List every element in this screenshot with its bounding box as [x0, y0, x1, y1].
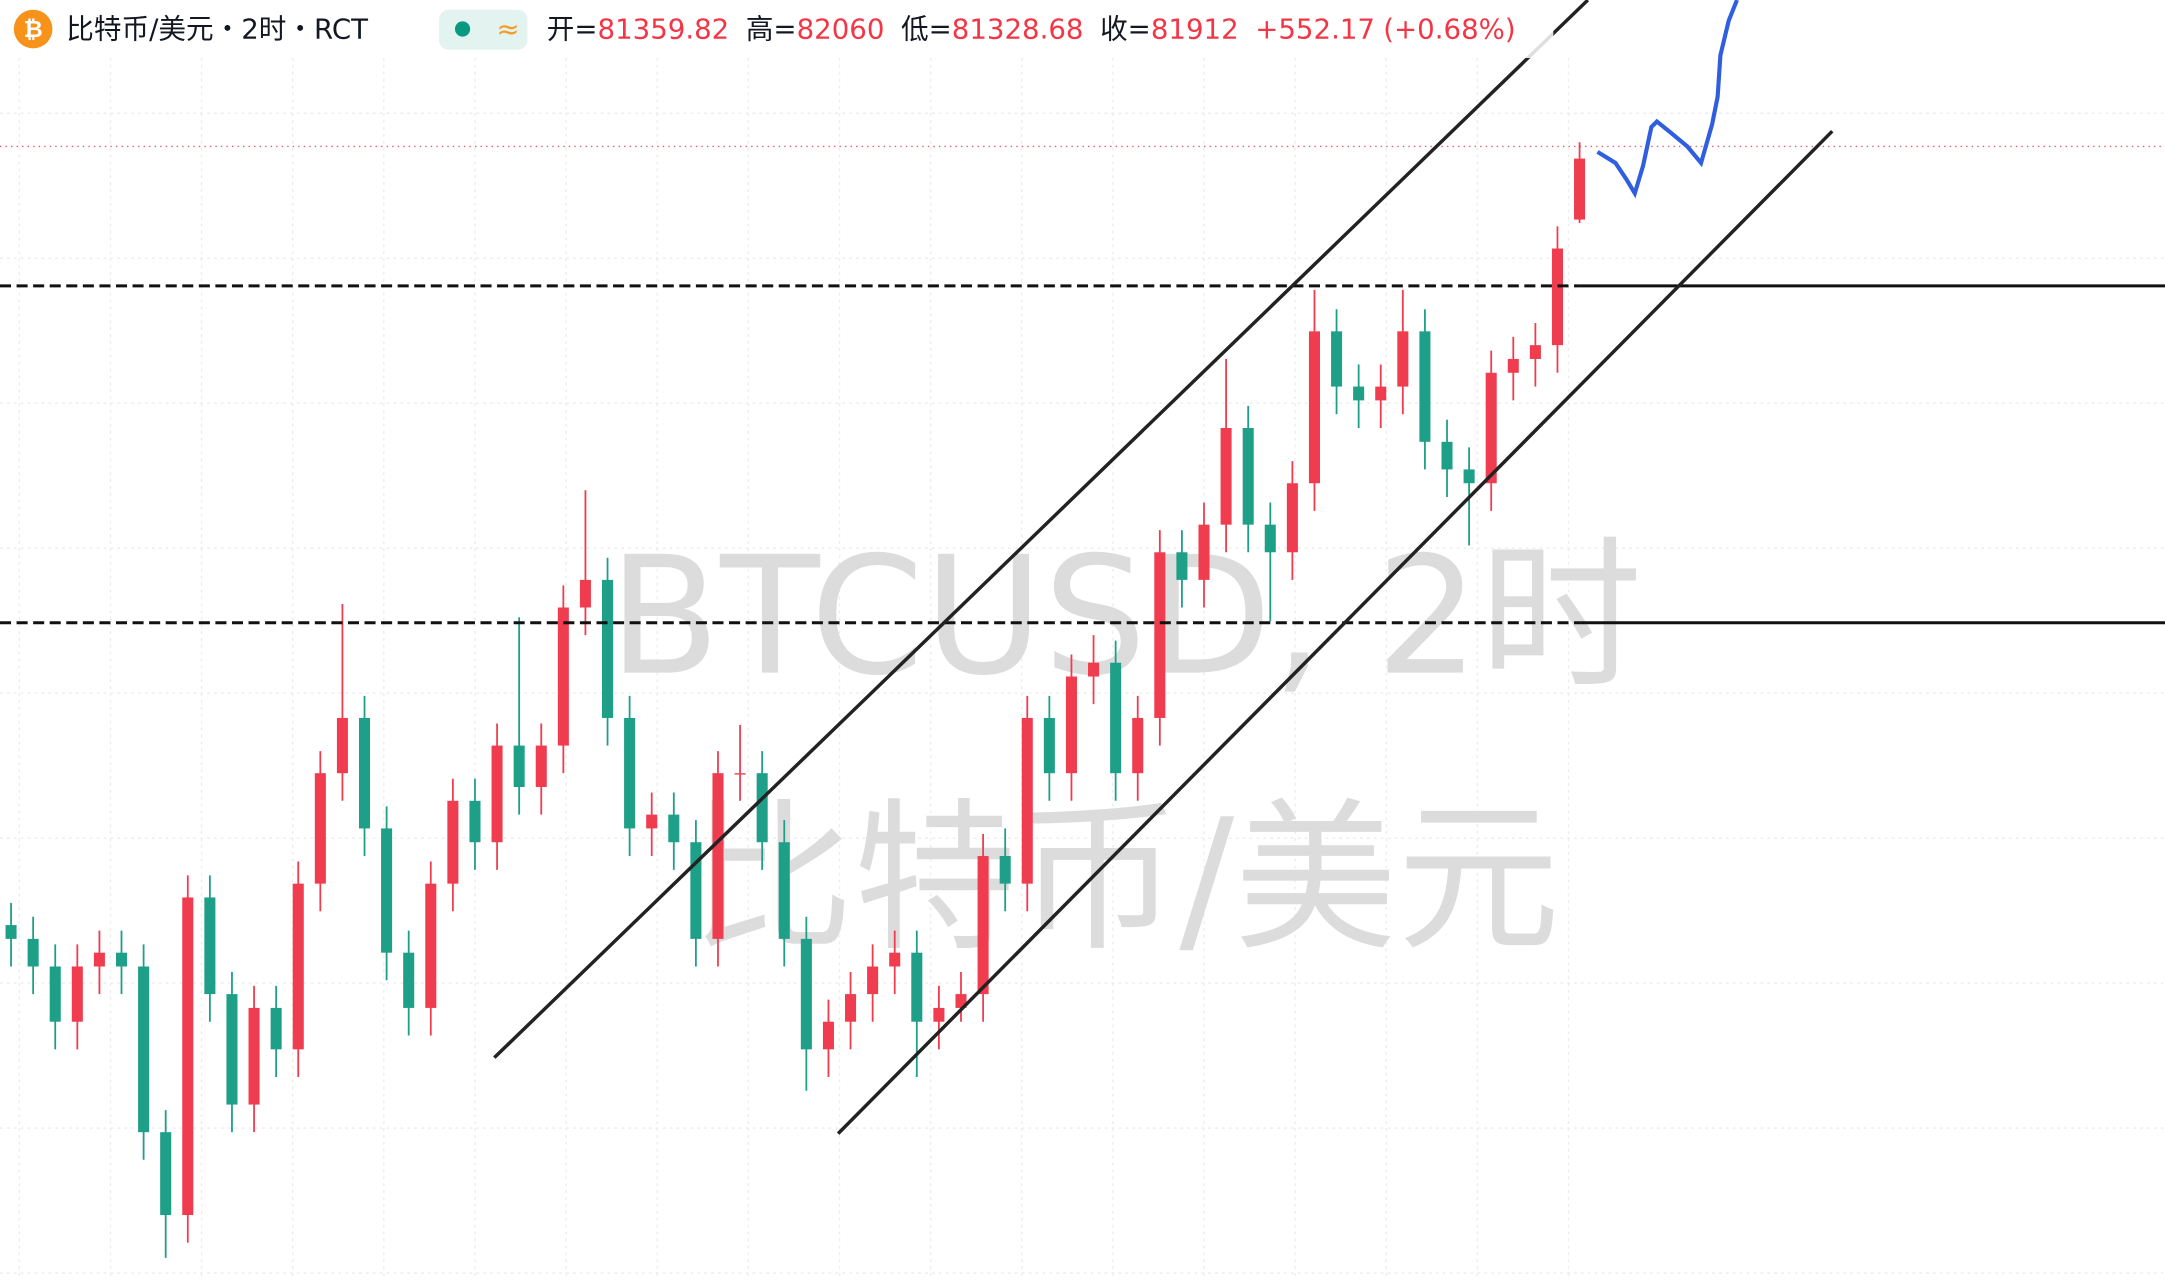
candle-body — [1397, 331, 1409, 387]
candle-body — [1507, 358, 1519, 373]
candle-body — [624, 717, 636, 829]
candle-body — [579, 579, 591, 608]
symbol-title: 比特币/美元・2时・RCT — [66, 12, 368, 45]
candle-body — [469, 800, 481, 843]
candle-body — [646, 814, 658, 829]
value: 81328.68 — [952, 12, 1084, 45]
status-dot — [454, 21, 471, 37]
candle-body — [115, 952, 128, 967]
candle-body — [1154, 552, 1166, 718]
candle-body — [425, 883, 437, 1008]
candle-body — [1043, 717, 1055, 774]
candle-body — [314, 773, 326, 884]
candle-body — [712, 773, 724, 939]
candle-body — [1463, 469, 1475, 484]
candle-body — [1198, 524, 1210, 580]
label: 低= — [901, 12, 952, 45]
candle-body — [933, 1007, 945, 1022]
candle-body — [535, 745, 547, 787]
candle-body — [690, 842, 702, 939]
candle-body — [1021, 717, 1033, 884]
candle-body — [955, 994, 967, 1008]
candle-body — [822, 1021, 834, 1050]
candle-body — [292, 883, 304, 1050]
candle-body — [557, 607, 569, 746]
symbol-icon — [13, 9, 53, 49]
candle-body — [999, 856, 1011, 884]
channel-line — [836, 129, 1834, 1135]
header-bg — [0, 0, 1554, 59]
candle-body — [1375, 386, 1387, 401]
label: 收= — [1100, 12, 1151, 45]
ohlc: 开=81359.82 高=82060 低=81328.68 收=81912 +552.1… — [547, 12, 1516, 45]
candle-body — [800, 938, 812, 1050]
candle-body — [491, 745, 503, 843]
value: 82060 — [797, 12, 885, 45]
indicator: ≈ — [497, 12, 520, 45]
candle-body — [447, 800, 459, 884]
candle-body — [5, 925, 17, 939]
candle-body — [1088, 662, 1100, 677]
candle-body — [977, 856, 989, 995]
candle-body — [1441, 441, 1453, 470]
grid — [0, 58, 2165, 1280]
candle-body — [358, 717, 371, 829]
candle-body — [867, 966, 879, 995]
candle-body — [1176, 552, 1188, 580]
candle-body — [845, 994, 857, 1022]
candle-body — [71, 966, 83, 1022]
change: +552.17 — [1255, 12, 1375, 45]
watermark: 比特币/美元 — [691, 785, 1560, 974]
candle-body — [1331, 331, 1343, 387]
status-pill[interactable] — [439, 9, 528, 50]
candle-body — [668, 814, 680, 843]
candle-body — [1551, 248, 1563, 346]
candle-body — [403, 952, 415, 1008]
candle-body — [27, 938, 39, 967]
candle-body — [270, 1007, 282, 1050]
candle-body — [1132, 717, 1144, 774]
candle-body — [93, 952, 105, 967]
candle-body — [1353, 386, 1365, 401]
channel-line — [493, 0, 1590, 1059]
candle-body — [248, 1007, 260, 1105]
candle-body — [756, 773, 768, 843]
symbol-icon-text: ₿ — [24, 15, 43, 43]
candle-body — [226, 994, 238, 1105]
candle-body — [160, 1132, 172, 1216]
candles — [5, 142, 1586, 1258]
candle-body — [1286, 483, 1298, 553]
candle-body — [381, 828, 393, 953]
candle-body — [1308, 331, 1320, 484]
candle-body — [911, 952, 923, 1022]
change-pct: (+0.68%) — [1383, 12, 1515, 45]
label: 高= — [746, 12, 797, 45]
candle-body — [1419, 331, 1431, 442]
candle-body — [889, 952, 901, 967]
forecast-path — [1596, 0, 1739, 199]
candle-body — [778, 842, 790, 939]
candle-body — [602, 579, 614, 718]
value: 81912 — [1151, 12, 1239, 45]
candle-body — [1110, 662, 1122, 774]
candle-body — [182, 897, 194, 1216]
candle-body — [1574, 158, 1586, 220]
candle-body — [1220, 428, 1232, 525]
candle-body — [49, 966, 61, 1022]
candle-body — [1242, 428, 1254, 525]
candle-body — [138, 966, 150, 1133]
candle-body — [336, 717, 348, 774]
value: 81359.82 — [598, 12, 730, 45]
label: 开= — [547, 12, 598, 45]
candle-body — [1264, 524, 1276, 553]
candle-body — [204, 897, 216, 995]
watermark: BTCUSD, 2时 — [608, 523, 1642, 712]
candle-body — [734, 773, 746, 775]
candle-body — [513, 745, 525, 787]
candle-body — [1485, 372, 1497, 484]
candle-body — [1529, 345, 1541, 359]
candle-body — [1065, 676, 1077, 774]
